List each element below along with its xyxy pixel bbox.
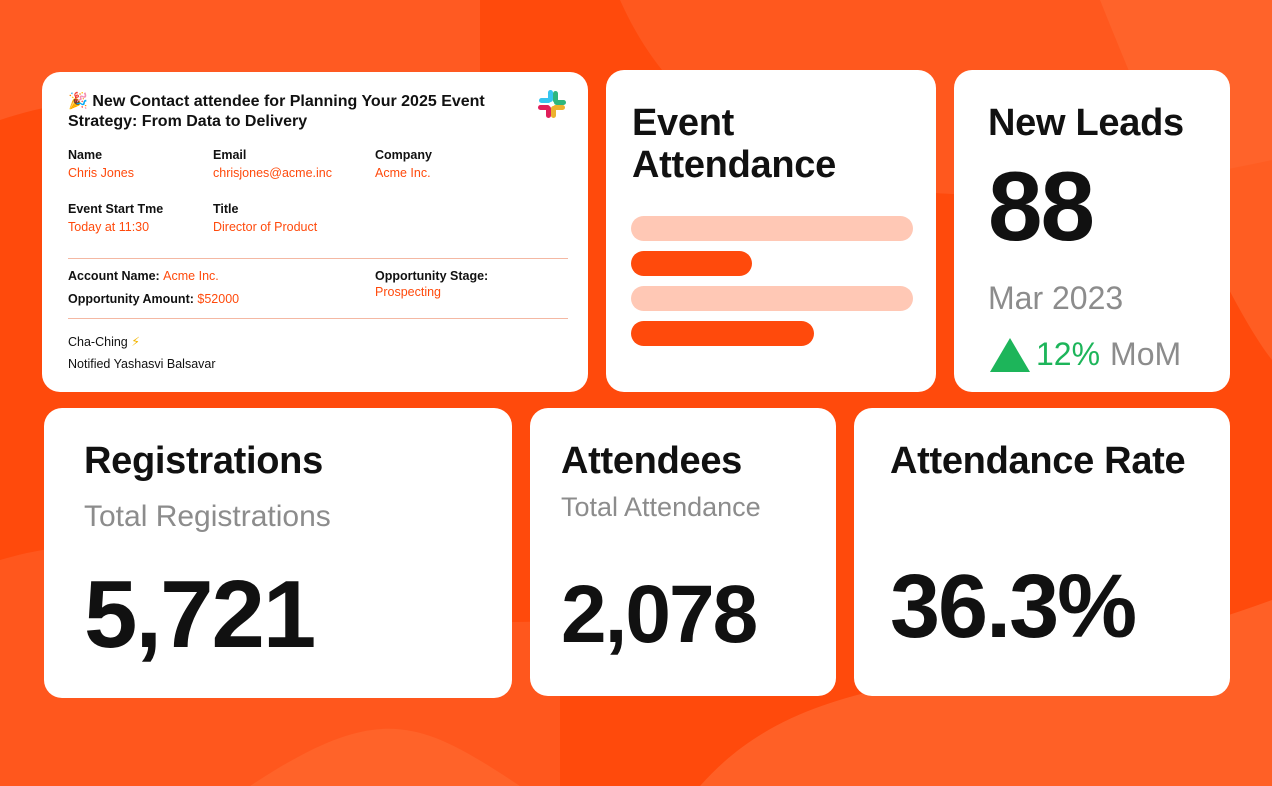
new-leads-value: 88 bbox=[988, 151, 1095, 261]
slack-logo-icon bbox=[538, 90, 566, 118]
notified-text: Notified Yashasvi Balsavar bbox=[68, 357, 216, 371]
registrations-title: Registrations bbox=[84, 440, 323, 482]
registrations-value: 5,721 bbox=[84, 561, 316, 668]
up-triangle-icon bbox=[990, 337, 1030, 372]
attendees-value: 2,078 bbox=[561, 569, 758, 660]
cha-ching-text: Cha-Ching ⚡ bbox=[68, 335, 141, 349]
opportunity-stage: Opportunity Stage: Prospecting bbox=[375, 269, 489, 299]
new-leads-title: New Leads bbox=[988, 102, 1184, 144]
attendance-bar-3 bbox=[631, 286, 913, 311]
field-email: Email chrisjones@acme.inc bbox=[213, 148, 332, 180]
new-leads-period: Mar 2023 bbox=[988, 280, 1124, 316]
field-title: Title Director of Product bbox=[213, 202, 318, 234]
attendees-title: Attendees bbox=[561, 440, 743, 482]
field-name: Name Chris Jones bbox=[68, 148, 134, 180]
lightning-icon: ⚡ bbox=[131, 335, 141, 349]
new-leads-card: New Leads 88 Mar 2023 12% MoM bbox=[954, 70, 1230, 392]
party-popper-icon: 🎉 bbox=[68, 93, 88, 110]
registrations-card: Registrations Total Registrations 5,721 bbox=[44, 408, 512, 698]
field-event-start: Event Start Tme Today at 11:30 bbox=[68, 202, 164, 234]
attendance-rate-title: Attendance Rate bbox=[890, 440, 1186, 482]
attendance-bar-2 bbox=[631, 251, 752, 276]
attendees-card: Attendees Total Attendance 2,078 bbox=[530, 408, 836, 696]
opportunity-amount: Opportunity Amount: $52000 bbox=[68, 292, 240, 306]
event-attendance-title: Event Attendance bbox=[632, 102, 836, 186]
account-name: Account Name: Acme Inc. bbox=[68, 269, 219, 283]
notification-title: 🎉 New Contact attendee for Planning Your… bbox=[68, 93, 485, 130]
field-company: Company Acme Inc. bbox=[375, 148, 432, 180]
event-attendance-card: Event Attendance bbox=[606, 70, 936, 392]
attendance-bar-1 bbox=[631, 216, 913, 241]
registrations-subtitle: Total Registrations bbox=[84, 500, 331, 533]
attendance-rate-value: 36.3% bbox=[890, 557, 1137, 657]
divider bbox=[68, 258, 568, 259]
attendance-rate-card: Attendance Rate 36.3% bbox=[854, 408, 1230, 696]
attendees-subtitle: Total Attendance bbox=[561, 492, 761, 522]
divider bbox=[68, 318, 568, 319]
new-leads-change: 12% MoM bbox=[990, 336, 1181, 373]
notification-card: 🎉 New Contact attendee for Planning Your… bbox=[42, 72, 588, 392]
attendance-bar-4 bbox=[631, 321, 814, 346]
